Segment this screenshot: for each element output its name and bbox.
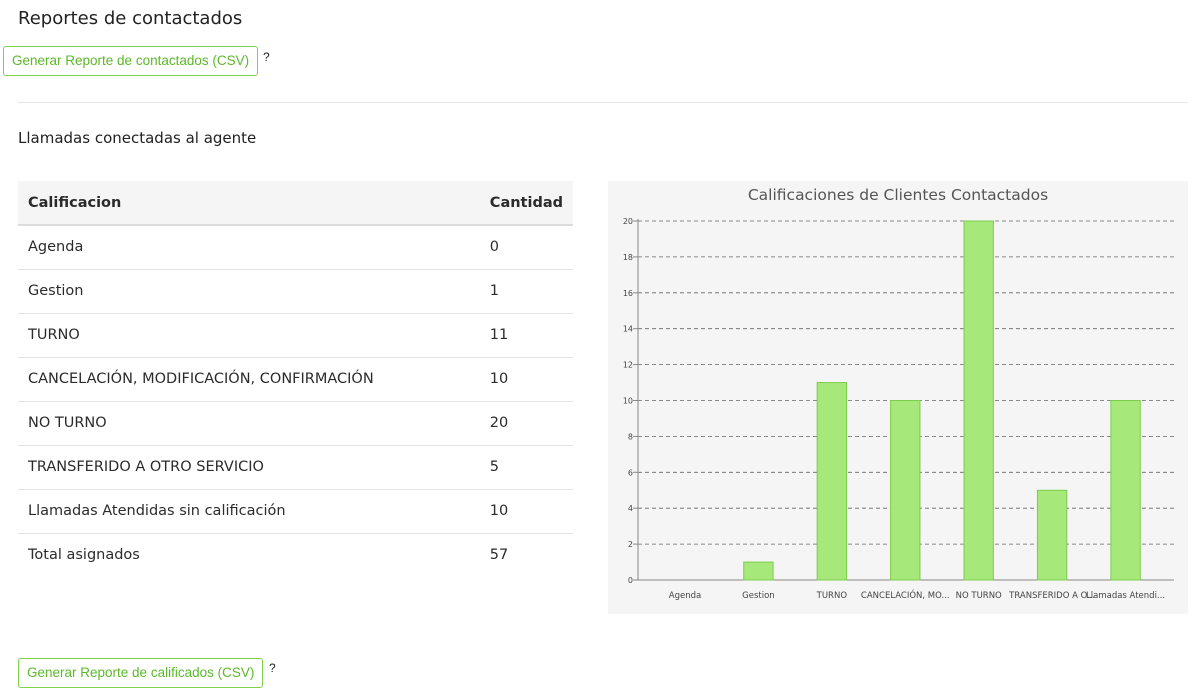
y-tick-label: 14 [623, 325, 633, 334]
table-row: Llamadas Atendidas sin calificación 10 [18, 489, 573, 534]
cantidad-cell: 0 [479, 225, 573, 270]
table-row: NO TURNO 20 [18, 401, 573, 446]
calificacion-cell: Gestion [18, 269, 480, 314]
table-row: Gestion 1 [18, 269, 573, 314]
table-row: Total asignados 57 [18, 533, 573, 577]
y-tick-label: 6 [628, 468, 633, 477]
y-tick-label: 10 [623, 397, 633, 406]
column-header-calificacion: Calificacion [18, 181, 480, 226]
page-title: Reportes de contactados [18, 8, 243, 29]
y-tick-label: 4 [628, 504, 633, 513]
help-icon[interactable]: ? [263, 50, 270, 64]
cantidad-cell: 57 [489, 547, 509, 564]
cantidad-cell: 5 [479, 445, 573, 490]
y-tick-label: 18 [623, 253, 633, 262]
x-tick-label: NO TURNO [956, 591, 1002, 601]
calificacion-cell: Total asignados [28, 547, 140, 564]
table-row: Agenda 0 [18, 225, 573, 270]
column-header-cantidad: Cantidad [479, 181, 573, 226]
cantidad-cell: 10 [479, 489, 573, 534]
table-row: CANCELACIÓN, MODIFICACIÓN, CONFIRMACIÓN … [18, 357, 573, 402]
cantidad-cell: 10 [479, 357, 573, 402]
calificaciones-table: Calificacion Cantidad Agenda 0 Gestion 1… [18, 181, 573, 577]
bar [743, 561, 774, 581]
y-tick-label: 20 [623, 217, 633, 226]
table-row: TURNO 11 [18, 313, 573, 358]
x-tick-label: Llamadas Atendi... [1086, 591, 1165, 601]
x-tick-label: Agenda [669, 591, 701, 601]
calificacion-cell: CANCELACIÓN, MODIFICACIÓN, CONFIRMACIÓN [18, 357, 480, 402]
calificacion-cell: Llamadas Atendidas sin calificación [18, 489, 480, 534]
calificacion-cell: TRANSFERIDO A OTRO SERVICIO [18, 445, 480, 490]
y-tick-label: 16 [623, 289, 633, 298]
cantidad-cell: 11 [479, 313, 573, 358]
bar [1110, 400, 1141, 581]
y-tick-label: 8 [628, 432, 633, 441]
bar [816, 382, 848, 581]
cantidad-cell: 1 [479, 269, 573, 314]
bar [890, 400, 921, 581]
table-row: TRANSFERIDO A OTRO SERVICIO 5 [18, 445, 573, 490]
x-tick-label: CANCELACIÓN, MO... [861, 589, 950, 601]
y-tick-label: 12 [623, 361, 633, 370]
x-tick-label: TRANSFERIDO A O... [1008, 591, 1095, 601]
chart-title: Calificaciones de Clientes Contactados [748, 186, 1048, 204]
bar-chart-svg: Calificaciones de Clientes Contactados 0… [623, 186, 1174, 601]
y-tick-label: 0 [628, 576, 633, 585]
y-tick-label: 2 [628, 540, 633, 549]
bar-chart: Calificaciones de Clientes Contactados 0… [608, 181, 1188, 614]
calificacion-cell: NO TURNO [18, 401, 480, 446]
help-icon[interactable]: ? [269, 661, 276, 675]
cantidad-cell: 20 [479, 401, 573, 446]
x-tick-label: TURNO [816, 591, 848, 601]
generate-contactados-csv-button[interactable]: Generar Reporte de contactados (CSV) [3, 46, 259, 76]
calificacion-cell: Agenda [18, 225, 480, 270]
calificacion-cell: TURNO [18, 313, 480, 358]
bar [1036, 489, 1068, 581]
divider [18, 102, 1188, 103]
x-tick-label: Gestion [742, 591, 775, 601]
table-header-row: Calificacion Cantidad [18, 181, 573, 226]
generate-calificados-csv-button[interactable]: Generar Reporte de calificados (CSV) [18, 658, 264, 688]
bar [963, 220, 994, 581]
section-title: Llamadas conectadas al agente [18, 129, 257, 147]
